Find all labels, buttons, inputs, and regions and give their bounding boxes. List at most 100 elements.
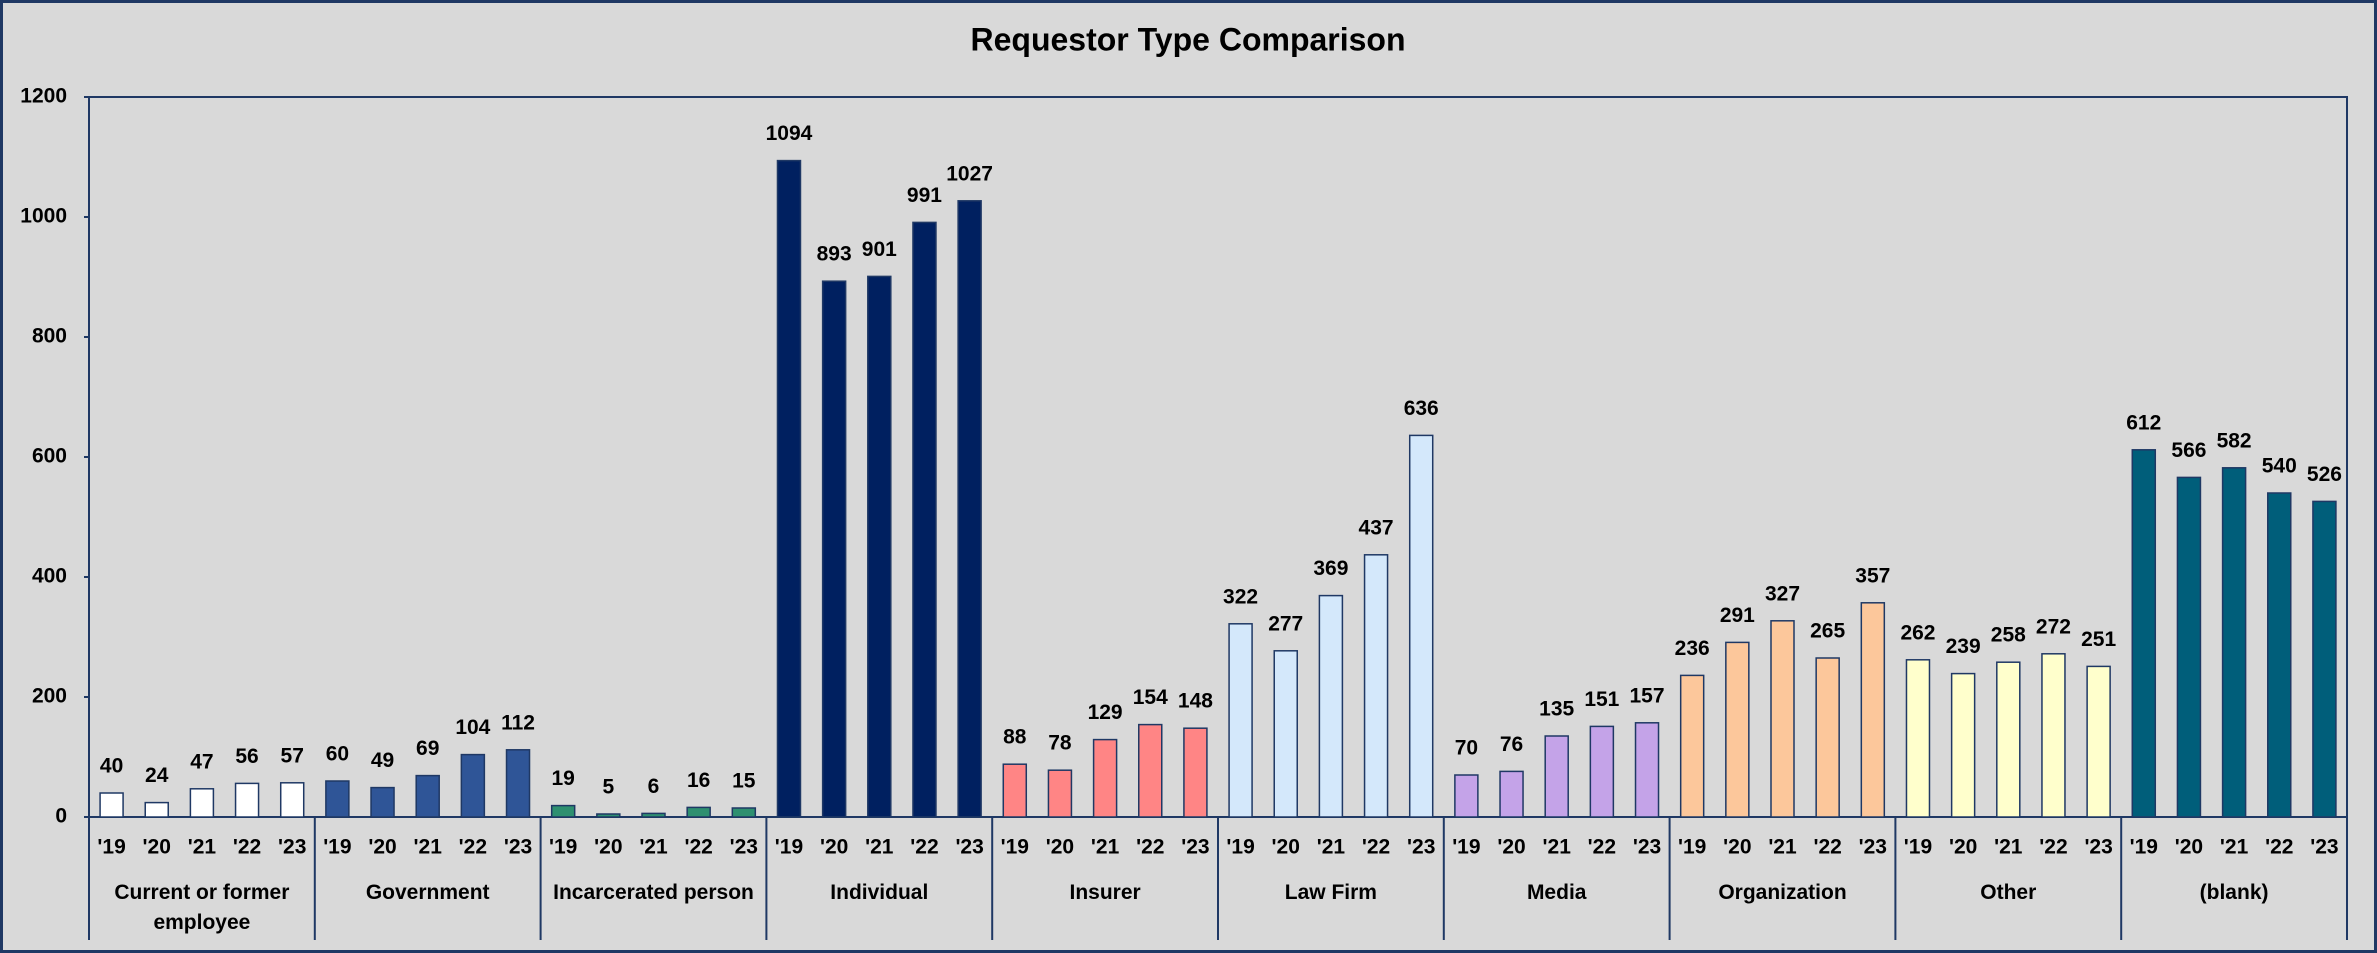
group-label: Other: [1980, 881, 2037, 904]
data-label: 49: [371, 749, 394, 772]
x-tick-label: '23: [1407, 836, 1435, 859]
x-tick-label: '22: [459, 836, 487, 859]
data-label: 88: [1003, 726, 1027, 749]
bar: [1228, 623, 1253, 818]
y-tick-label: 1200: [20, 85, 67, 108]
bar: [99, 792, 124, 818]
bar: [596, 813, 621, 818]
data-label: 57: [281, 744, 304, 767]
bar: [460, 753, 486, 818]
group-label-box: Law Firm: [1284, 881, 1377, 904]
group-label: Government: [365, 881, 490, 904]
data-label: 129: [1088, 701, 1123, 724]
bar: [189, 788, 215, 818]
data-label: 322: [1223, 585, 1258, 608]
group-label-box: Individual: [830, 881, 929, 904]
data-label: 19: [552, 767, 575, 790]
bar: [1499, 770, 1524, 818]
y-tick-label: 200: [32, 685, 67, 708]
group-label-box: Media: [1526, 881, 1587, 904]
x-tick-label: '19: [1226, 836, 1254, 859]
data-label: 239: [1946, 635, 1981, 658]
group-label: Current or former employee: [114, 881, 290, 934]
x-tick-label: '21: [1543, 836, 1572, 859]
x-tick-label: '20: [1497, 836, 1525, 859]
bar: [1544, 735, 1569, 818]
data-label: 901: [862, 238, 897, 261]
bar: [2086, 665, 2111, 818]
group-label: Law Firm: [1284, 881, 1377, 904]
bar: [2312, 500, 2337, 818]
x-tick-label: '23: [1859, 836, 1887, 859]
data-label: 369: [1313, 557, 1348, 580]
x-tick-label: '22: [2039, 836, 2067, 859]
group-label: Media: [1526, 881, 1587, 904]
bar: [1047, 769, 1073, 818]
bar: [731, 807, 757, 818]
x-tick-label: '20: [594, 836, 622, 859]
data-label: 154: [1133, 686, 1168, 709]
bar: [2221, 467, 2247, 818]
bar: [1092, 738, 1118, 818]
data-label: 357: [1855, 564, 1890, 587]
bar: [279, 782, 305, 818]
bar: [1589, 725, 1615, 818]
x-tick-label: '19: [323, 836, 351, 859]
y-tick-label: 0: [55, 805, 67, 828]
bar: [1950, 672, 1976, 818]
data-label: 251: [2081, 628, 2116, 651]
x-tick-label: '23: [730, 836, 758, 859]
group-label: Insurer: [1069, 881, 1141, 904]
bar: [144, 801, 169, 818]
data-label: 258: [1991, 624, 2026, 647]
bar: [550, 804, 576, 818]
bar: [1860, 602, 1886, 818]
x-tick-label: '21: [2220, 836, 2249, 859]
data-label: 991: [907, 184, 942, 207]
data-label: 1094: [766, 122, 813, 145]
group-label: (blank): [2199, 881, 2269, 904]
x-tick-label: '23: [2084, 836, 2112, 859]
x-tick-label: '20: [368, 836, 396, 859]
x-tick-label: '22: [684, 836, 712, 859]
x-tick-label: '23: [955, 836, 983, 859]
bar: [1318, 594, 1344, 818]
x-tick-label: '20: [2175, 836, 2203, 859]
data-label: 56: [235, 745, 258, 768]
bar: [821, 280, 847, 818]
bar: [1363, 554, 1389, 818]
bar: [1905, 659, 1931, 818]
bar: [415, 774, 440, 818]
x-tick-label: '21: [1768, 836, 1797, 859]
data-label: 5: [602, 776, 614, 799]
x-tick-label: '22: [1136, 836, 1164, 859]
data-label: 272: [2036, 615, 2071, 638]
data-label: 47: [190, 750, 213, 773]
data-label: 236: [1675, 637, 1710, 660]
bar: [2176, 476, 2202, 818]
bar: [686, 806, 711, 818]
x-tick-label: '21: [865, 836, 894, 859]
group-label-box: Insurer: [1069, 881, 1141, 904]
x-tick-label: '20: [143, 836, 171, 859]
x-tick-label: '22: [1588, 836, 1616, 859]
x-tick-label: '19: [1904, 836, 1932, 859]
bar: [1996, 661, 2021, 818]
x-tick-label: '22: [1813, 836, 1841, 859]
x-tick-label: '23: [504, 836, 532, 859]
data-label: 16: [687, 769, 710, 792]
bar: [2041, 653, 2066, 818]
chart-title: Requestor Type Comparison: [970, 21, 1405, 57]
data-label: 135: [1539, 698, 1574, 721]
group-label: Individual: [830, 881, 929, 904]
group-label-box: (blank): [2199, 881, 2269, 904]
group-label-box: Incarcerated person: [553, 881, 754, 904]
x-tick-label: '19: [1678, 836, 1706, 859]
x-tick-label: '23: [1633, 836, 1661, 859]
data-label: 540: [2262, 455, 2297, 478]
y-tick-label: 600: [32, 445, 67, 468]
bar: [325, 780, 350, 818]
bar: [957, 200, 982, 818]
x-tick-label: '22: [233, 836, 261, 859]
x-tick-label: '20: [1272, 836, 1300, 859]
